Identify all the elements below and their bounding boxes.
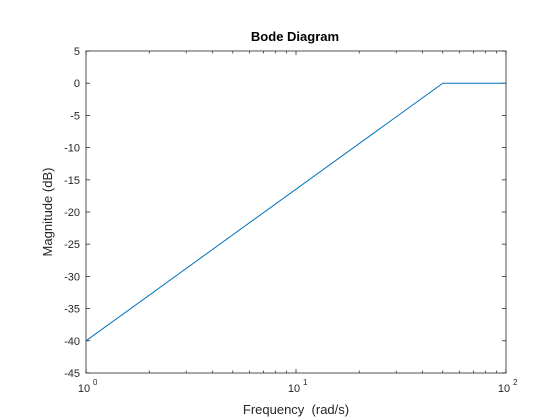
y-tick-label: -45 [64, 368, 80, 380]
y-axis-ticks: 5 0 -5 -10 -15 -20 -25 -30 -35 -40 -45 [64, 46, 506, 380]
minor-ticks [148, 51, 497, 373]
y-axis-label: Magnitude (dB) [40, 168, 55, 257]
x-tick-label: 10 [498, 383, 510, 395]
x-tick-label: 10 [288, 383, 300, 395]
y-tick-label: -20 [64, 207, 80, 219]
y-tick-label: -5 [70, 110, 80, 122]
x-tick-exponent: 2 [513, 378, 518, 387]
y-tick-label: -40 [64, 336, 80, 348]
series-layer [85, 82, 506, 342]
x-tick-exponent: 1 [303, 378, 308, 387]
y-tick-label: -30 [64, 271, 80, 283]
y-tick-label: -10 [64, 143, 80, 155]
x-tick-exponent: 0 [93, 378, 98, 387]
y-tick-label: -35 [64, 304, 80, 316]
chart-title: Bode Diagram [251, 29, 339, 44]
x-tick-label: 10 [78, 383, 90, 395]
magnitude-line [85, 82, 506, 342]
y-tick-label: -15 [64, 175, 80, 187]
x-axis-label: Frequency (rad/s) [243, 402, 349, 417]
plot-area [85, 50, 507, 374]
y-tick-label: -25 [64, 239, 80, 251]
y-tick-label: 0 [74, 78, 80, 90]
y-tick-label: 5 [74, 46, 80, 58]
